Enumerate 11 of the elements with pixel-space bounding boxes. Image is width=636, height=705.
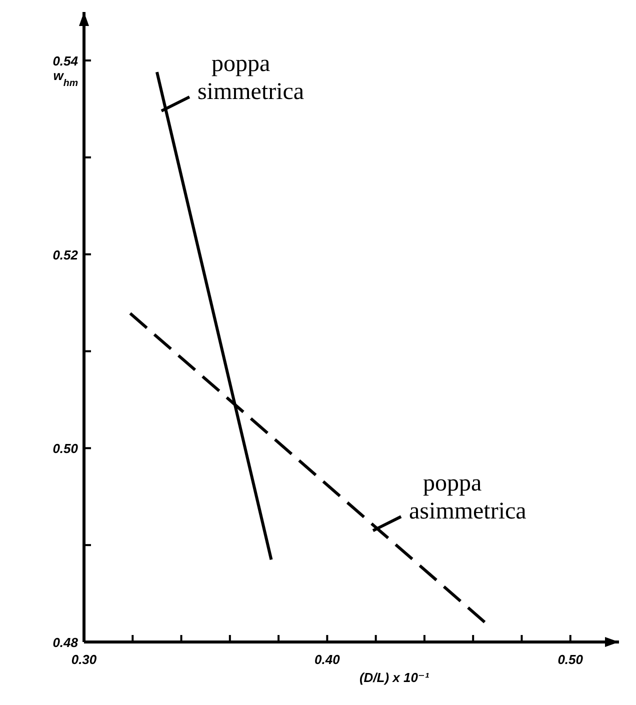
y-tick-label: 0.52 bbox=[52, 247, 79, 262]
y-tick-label: 0.50 bbox=[52, 441, 79, 456]
x-tick-label: 0.50 bbox=[558, 652, 584, 667]
x-tick-label: 0.40 bbox=[314, 652, 341, 667]
annotation: poppa asimmetrica bbox=[409, 470, 527, 525]
y-tick-label: 0.54 bbox=[52, 53, 79, 68]
y-axis-title: w$_{hm}$ bbox=[53, 68, 78, 88]
x-axis-title: (D/L) x 10⁻¹ bbox=[359, 670, 430, 685]
y-tick-label: 0.48 bbox=[52, 635, 79, 650]
annotation: poppa simmetrica bbox=[197, 50, 304, 105]
x-tick-label: 0.30 bbox=[71, 652, 98, 667]
